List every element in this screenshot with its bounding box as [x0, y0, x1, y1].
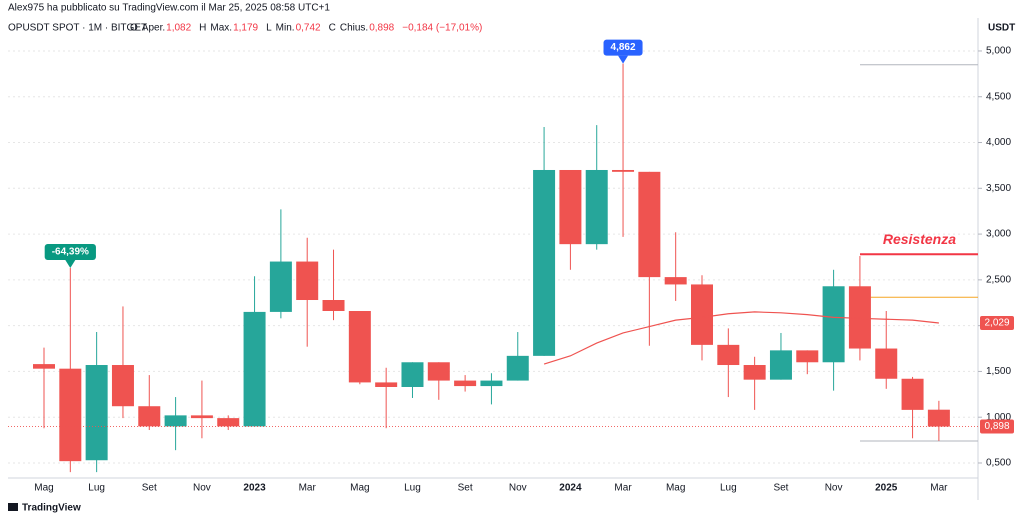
x-tick-label: Set	[458, 483, 473, 494]
candle-body	[111, 365, 134, 407]
legend-value: 1,082	[166, 23, 191, 34]
legend-key: H	[199, 23, 206, 34]
legend-label: Aper.	[142, 23, 165, 34]
legend-value: 0,898	[369, 23, 394, 34]
y-tick-label: 5,000	[986, 46, 1011, 57]
candle-body	[901, 378, 924, 410]
legend-key: L	[266, 23, 272, 34]
candle-body	[375, 382, 398, 387]
candle-body	[664, 277, 687, 285]
y-tick-label: 0,500	[986, 458, 1011, 469]
candle-body	[243, 311, 266, 427]
y-tick-label: 4,500	[986, 91, 1011, 102]
brand-logo	[8, 503, 18, 511]
x-tick-label: Mag	[666, 483, 685, 494]
candle-body	[506, 355, 529, 381]
candle-body	[480, 380, 503, 387]
x-tick-label: Nov	[825, 483, 843, 494]
legend-key: O	[130, 23, 138, 34]
y-tick-label: 4,000	[986, 137, 1011, 148]
legend-label: Chius.	[340, 23, 368, 34]
x-tick-label: Mar	[299, 483, 317, 494]
x-tick-label: Mag	[350, 483, 369, 494]
y-unit: USDT	[988, 23, 1015, 34]
x-tick-label: Nov	[193, 483, 211, 494]
symbol: OPUSDT SPOT · 1M · BITGET	[8, 23, 147, 34]
price-tag	[980, 315, 1014, 330]
brand-name: TradingView	[22, 503, 81, 514]
callout-box	[603, 39, 643, 56]
moving-average	[543, 311, 939, 365]
candle-body	[638, 171, 661, 278]
candle-body	[848, 286, 871, 349]
price-tag-label: 2,029	[984, 318, 1009, 329]
callout-box	[44, 243, 96, 260]
candle-body	[322, 300, 345, 311]
y-tick-label: 3,500	[986, 183, 1011, 194]
x-tick-label: Mag	[34, 483, 53, 494]
candle-body	[612, 169, 635, 172]
callout-pointer	[618, 55, 629, 64]
y-tick-label: 1,000	[986, 412, 1011, 423]
x-tick-label: 2024	[559, 483, 582, 494]
x-tick-label: Mar	[614, 483, 632, 494]
candle-body	[138, 406, 161, 427]
legend-key: C	[329, 23, 336, 34]
x-tick-label: Lug	[720, 483, 737, 494]
candle-body	[822, 286, 845, 363]
legend-label: Min.	[276, 23, 295, 34]
line-label: Resistenza	[883, 231, 956, 247]
candle-body	[348, 310, 371, 383]
author-line: Alex975 ha pubblicato su TradingView.com…	[8, 3, 330, 14]
candle-body	[217, 418, 240, 427]
callout-pointer	[65, 259, 76, 268]
x-tick-label: 2025	[875, 483, 898, 494]
callout-label: 4,862	[611, 42, 636, 53]
candle-body	[296, 261, 319, 301]
brand: TradingView	[8, 503, 81, 514]
candle-body	[269, 261, 292, 312]
x-tick-label: Lug	[88, 483, 105, 494]
x-tick-label: 2023	[243, 483, 266, 494]
candle-body	[927, 409, 950, 427]
y-tick-label: 2,500	[986, 275, 1011, 286]
candle-body	[190, 415, 213, 419]
x-tick-label: Mar	[930, 483, 948, 494]
x-tick-label: Lug	[404, 483, 421, 494]
candle-body	[33, 364, 55, 369]
candle-body	[717, 344, 740, 366]
y-tick-label: 1,500	[986, 366, 1011, 377]
candle-body	[796, 350, 819, 363]
y-tick-label: 3,000	[986, 229, 1011, 240]
candle-body	[743, 365, 766, 380]
candle-body	[59, 368, 82, 462]
candle-body	[454, 380, 477, 387]
legend-value: 1,179	[233, 23, 258, 34]
candle-body	[875, 348, 898, 379]
candle-body	[585, 169, 608, 245]
candle-body	[164, 415, 187, 427]
candle-body	[559, 169, 582, 245]
candle-body	[401, 362, 424, 387]
legend-value: 0,742	[296, 23, 321, 34]
candle-body	[691, 284, 713, 345]
x-tick-label: Nov	[509, 483, 527, 494]
x-tick-label: Set	[773, 483, 788, 494]
x-tick-label: Set	[142, 483, 157, 494]
candle-body	[769, 350, 792, 380]
callout-label: -64,39%	[52, 247, 89, 258]
candle-body	[85, 365, 108, 461]
candle-body	[427, 362, 450, 381]
price-tag	[980, 419, 1014, 434]
candle-body	[533, 169, 556, 356]
price-tag-label: 0,898	[984, 421, 1009, 432]
legend-label: Max.	[210, 23, 232, 34]
legend-change: −0,184 (−17,01%)	[402, 23, 482, 34]
